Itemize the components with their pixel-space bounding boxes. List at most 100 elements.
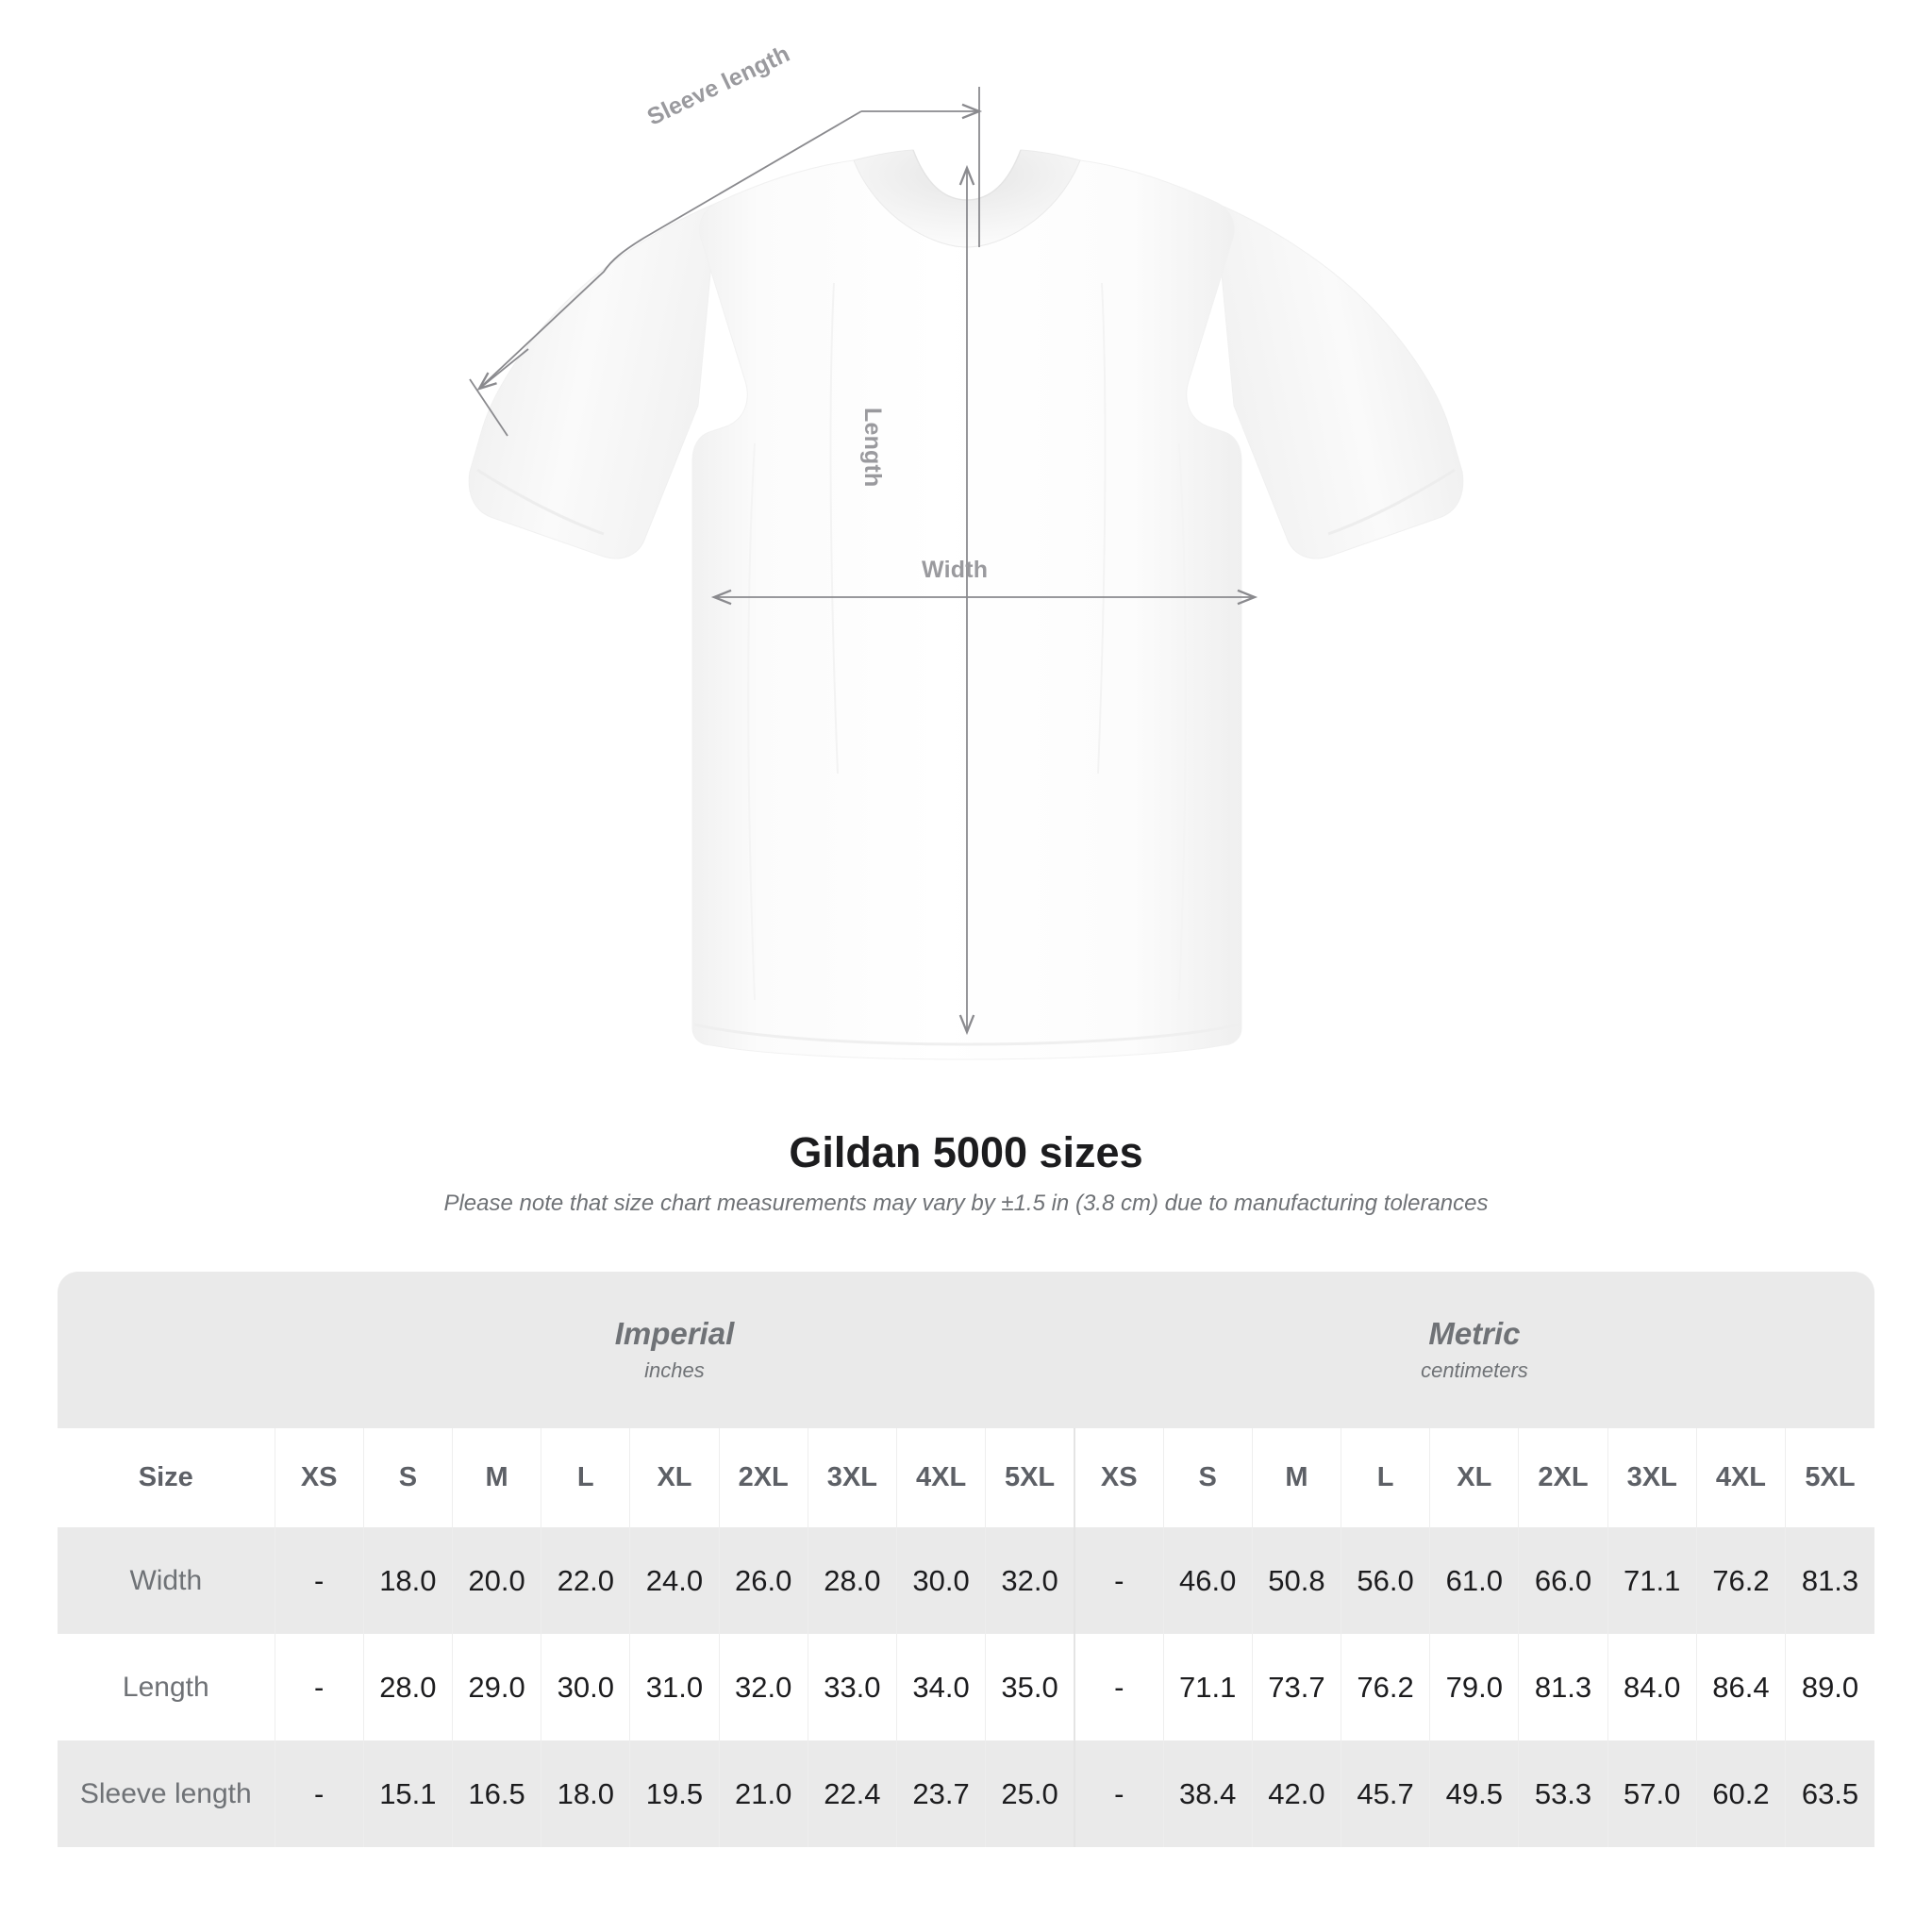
size-header-imperial-xs: XS: [274, 1428, 364, 1527]
cell-length-imperial-2xl: 32.0: [718, 1634, 808, 1740]
row-label-length: Length: [58, 1634, 275, 1740]
cell-width-imperial-xs: -: [274, 1527, 364, 1634]
cell-sleeve-length-metric-m: 42.0: [1251, 1740, 1341, 1847]
cell-length-imperial-xs: -: [274, 1634, 364, 1740]
cell-sleeve-length-metric-3xl: 57.0: [1607, 1740, 1697, 1847]
size-header-metric-l: L: [1340, 1428, 1430, 1527]
cell-width-imperial-4xl: 30.0: [895, 1527, 986, 1634]
cell-length-metric-3xl: 84.0: [1607, 1634, 1697, 1740]
cell-width-metric-m: 50.8: [1251, 1527, 1341, 1634]
cell-width-metric-xl: 61.0: [1429, 1527, 1519, 1634]
row-label-sleeve-length: Sleeve length: [58, 1740, 275, 1847]
cell-length-metric-4xl: 86.4: [1695, 1634, 1786, 1740]
tshirt-measurement-diagram: Sleeve length Length Width: [468, 41, 1464, 1060]
table-corner-cell: [58, 1272, 275, 1428]
cell-width-metric-3xl: 71.1: [1607, 1527, 1697, 1634]
dimension-lines: [469, 87, 1258, 1036]
cell-sleeve-length-imperial-3xl: 22.4: [807, 1740, 897, 1847]
cell-length-imperial-3xl: 33.0: [807, 1634, 897, 1740]
unit-group-header-row: Imperial inches Metric centimeters: [58, 1272, 1874, 1428]
left-sleeve: [468, 202, 718, 559]
sleeve-tick-left: [469, 378, 508, 437]
cell-sleeve-length-metric-xl: 49.5: [1429, 1740, 1519, 1847]
cell-length-metric-2xl: 81.3: [1518, 1634, 1608, 1740]
cell-sleeve-length-imperial-xs: -: [274, 1740, 364, 1847]
cell-length-imperial-m: 29.0: [451, 1634, 541, 1740]
size-header-imperial-s: S: [362, 1428, 453, 1527]
unit-group-header-metric: Metric centimeters: [1074, 1272, 1874, 1428]
size-header-metric-s: S: [1162, 1428, 1253, 1527]
right-sleeve: [1214, 202, 1464, 559]
cell-length-metric-l: 76.2: [1340, 1634, 1430, 1740]
cell-width-metric-4xl: 76.2: [1695, 1527, 1786, 1634]
cell-sleeve-length-metric-5xl: 63.5: [1785, 1740, 1874, 1847]
size-header-imperial-xl: XL: [629, 1428, 720, 1527]
size-header-imperial-5xl: 5XL: [985, 1428, 1074, 1527]
tolerance-note: Please note that size chart measurements…: [443, 1190, 1489, 1216]
size-header-imperial-2xl: 2XL: [718, 1428, 808, 1527]
size-header-metric-xl: XL: [1429, 1428, 1519, 1527]
size-header-imperial-m: M: [451, 1428, 541, 1527]
size-column-header: Size: [58, 1428, 275, 1527]
size-header-metric-2xl: 2XL: [1518, 1428, 1608, 1527]
size-header-metric-xs: XS: [1073, 1428, 1164, 1527]
cell-sleeve-length-metric-2xl: 53.3: [1518, 1740, 1608, 1847]
size-header-metric-5xl: 5XL: [1785, 1428, 1874, 1527]
cell-width-imperial-l: 22.0: [541, 1527, 630, 1634]
size-header-metric-m: M: [1251, 1428, 1341, 1527]
cell-sleeve-length-metric-4xl: 60.2: [1695, 1740, 1786, 1847]
cell-length-metric-xl: 79.0: [1429, 1634, 1519, 1740]
cell-width-metric-s: 46.0: [1162, 1527, 1253, 1634]
cell-length-imperial-s: 28.0: [362, 1634, 453, 1740]
cell-width-metric-l: 56.0: [1340, 1527, 1430, 1634]
sleeve-dimension-line-2: [480, 110, 862, 388]
cell-sleeve-length-metric-s: 38.4: [1162, 1740, 1253, 1847]
cell-length-metric-s: 71.1: [1162, 1634, 1253, 1740]
table-row: Width -18.0 20.0 22.0 24.0 26.0 28.0 30.0 32.0-4…: [58, 1527, 1874, 1634]
size-header-imperial-l: L: [541, 1428, 630, 1527]
cell-length-metric-m: 73.7: [1251, 1634, 1341, 1740]
width-label: Width: [922, 557, 989, 583]
cell-length-imperial-4xl: 34.0: [895, 1634, 986, 1740]
cell-length-metric-xs: -: [1073, 1634, 1164, 1740]
size-header-metric-4xl: 4XL: [1695, 1428, 1786, 1527]
cell-width-metric-2xl: 66.0: [1518, 1527, 1608, 1634]
cell-sleeve-length-metric-xs: -: [1073, 1740, 1164, 1847]
size-header-imperial-3xl: 3XL: [807, 1428, 897, 1527]
cell-width-imperial-xl: 24.0: [629, 1527, 720, 1634]
row-label-width: Width: [58, 1527, 275, 1634]
table-row: Length -28.0 29.0 30.0 31.0 32.0 33.0 34.0 35.0-…: [58, 1634, 1874, 1740]
cell-sleeve-length-imperial-m: 16.5: [451, 1740, 541, 1847]
size-header-row: Size XS S M L XL 2XL 3XL 4XL 5XL XS S M L XL 2XL 3XL 4XL 5…: [58, 1428, 1874, 1527]
unit-group-name: Imperial: [614, 1315, 735, 1351]
sleeve-dimension-arrowhead: [476, 348, 529, 391]
size-chart-table: Imperial inches Metric centimeters Size XS S M L…: [58, 1272, 1874, 1847]
chart-title-block: Gildan 5000 sizes Please note that size …: [0, 1128, 1932, 1217]
cell-sleeve-length-imperial-l: 18.0: [541, 1740, 630, 1847]
tshirt-illustration: [468, 87, 1464, 1060]
length-label: Length: [859, 408, 886, 488]
table-row: Sleeve length -15.1 16.5 18.0 19.5 21.0 22.4 23…: [58, 1740, 1874, 1847]
cell-sleeve-length-imperial-4xl: 23.7: [895, 1740, 986, 1847]
bottom-hem: [693, 1023, 1241, 1046]
size-chart-table-container: Imperial inches Metric centimeters Size XS S M L…: [58, 1272, 1874, 1847]
size-header-imperial-4xl: 4XL: [895, 1428, 986, 1527]
unit-group-header-imperial: Imperial inches: [275, 1272, 1074, 1428]
tshirt-shape: [468, 149, 1464, 1060]
cell-sleeve-length-imperial-xl: 19.5: [629, 1740, 720, 1847]
cell-width-imperial-2xl: 26.0: [718, 1527, 808, 1634]
cell-length-imperial-xl: 31.0: [629, 1634, 720, 1740]
cell-length-metric-5xl: 89.0: [1785, 1634, 1874, 1740]
unit-group-subtitle: centimeters: [1421, 1358, 1528, 1383]
cell-width-imperial-m: 20.0: [451, 1527, 541, 1634]
cell-sleeve-length-imperial-2xl: 21.0: [718, 1740, 808, 1847]
unit-group-name: Metric: [1428, 1315, 1521, 1351]
cell-sleeve-length-imperial-s: 15.1: [362, 1740, 453, 1847]
cell-width-metric-xs: -: [1073, 1527, 1164, 1634]
unit-group-subtitle: inches: [644, 1358, 705, 1383]
cell-width-imperial-3xl: 28.0: [807, 1527, 897, 1634]
cell-length-imperial-5xl: 35.0: [985, 1634, 1074, 1740]
cell-width-metric-5xl: 81.3: [1785, 1527, 1874, 1634]
size-header-metric-3xl: 3XL: [1607, 1428, 1697, 1527]
page-title: Gildan 5000 sizes: [789, 1128, 1143, 1176]
